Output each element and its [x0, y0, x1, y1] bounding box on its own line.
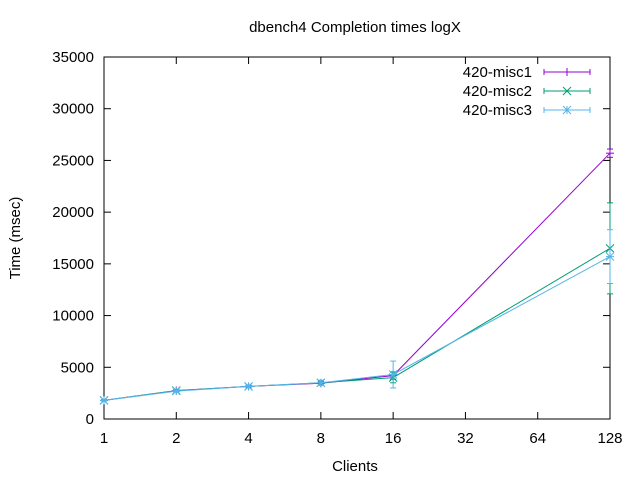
legend-item: 420-misc1: [463, 64, 591, 81]
x-tick-label: 64: [529, 430, 546, 447]
legend-marker: [562, 105, 572, 115]
x-tick-label: 2: [172, 430, 180, 447]
data-point: [316, 378, 326, 388]
x-tick-label: 8: [317, 430, 325, 447]
x-tick-label: 32: [457, 430, 474, 447]
series-line: [103, 247, 611, 401]
legend-item: 420-misc3: [463, 102, 591, 119]
data-point: [171, 386, 181, 396]
series-line: [103, 256, 611, 401]
y-tick-label: 25000: [52, 152, 94, 169]
plot-area-frame: [103, 56, 611, 420]
marker-stroke: [388, 370, 398, 379]
legend-marker: [562, 86, 572, 96]
data-point: [605, 252, 615, 261]
series-420-misc2: [99, 202, 615, 405]
series-line: [103, 152, 611, 401]
series-420-misc1: [100, 148, 614, 405]
legend-label: 420-misc1: [463, 64, 532, 81]
marker-stroke: [171, 386, 181, 396]
series-layer: [99, 148, 615, 405]
y-tick-label: 30000: [52, 101, 94, 118]
marker-stroke: [605, 252, 615, 261]
legend-marker: [563, 68, 571, 76]
y-tick-label: 15000: [52, 256, 94, 273]
marker-stroke: [562, 86, 572, 96]
axis-ticks: 0 5000 10000 15000 20000 25000 30000 35000 1 2 4 8 1…: [52, 49, 622, 447]
y-tick-label: 0: [86, 411, 94, 428]
data-point: [606, 149, 614, 158]
y-tick-label: 35000: [52, 49, 94, 66]
x-tick-label: 16: [385, 430, 402, 447]
data-point: [388, 370, 398, 379]
y-axis-title: Time (msec): [7, 197, 24, 280]
marker-stroke: [316, 378, 326, 388]
legend: 420-misc1 420-misc2 420-misc3: [463, 64, 591, 119]
marker-stroke: [99, 396, 109, 405]
y-tick-label: 5000: [61, 359, 94, 376]
chart-title: dbench4 Completion times logX: [249, 19, 461, 36]
marker-stroke: [562, 105, 572, 115]
data-point: [244, 382, 253, 391]
x-axis-title: Clients: [332, 458, 378, 475]
x-tick-label: 4: [244, 430, 252, 447]
legend-label: 420-misc2: [463, 83, 532, 100]
x-tick-label: 128: [597, 430, 622, 447]
data-point: [99, 396, 109, 405]
legend-item: 420-misc2: [463, 83, 591, 100]
series-420-misc3: [99, 229, 615, 405]
marker-stroke: [244, 382, 253, 391]
y-tick-label: 10000: [52, 308, 94, 325]
legend-label: 420-misc3: [463, 102, 532, 119]
x-tick-label: 1: [100, 430, 108, 447]
y-tick-label: 20000: [52, 204, 94, 221]
